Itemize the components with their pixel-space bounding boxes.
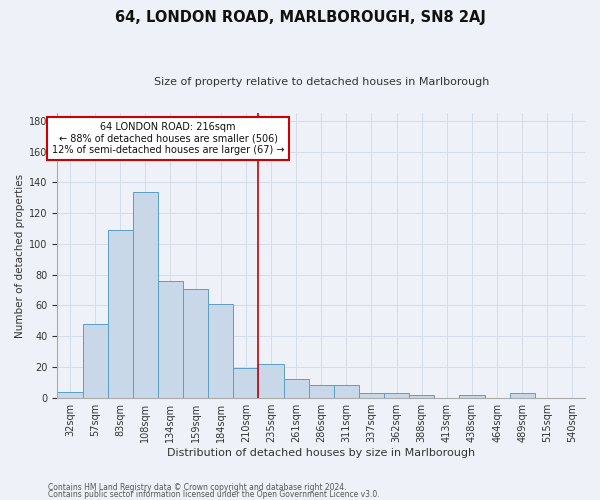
X-axis label: Distribution of detached houses by size in Marlborough: Distribution of detached houses by size … <box>167 448 475 458</box>
Text: 64 LONDON ROAD: 216sqm
← 88% of detached houses are smaller (506)
12% of semi-de: 64 LONDON ROAD: 216sqm ← 88% of detached… <box>52 122 284 155</box>
Bar <box>107 230 133 398</box>
Y-axis label: Number of detached properties: Number of detached properties <box>15 174 25 338</box>
Bar <box>259 364 284 398</box>
Bar <box>308 386 334 398</box>
Bar <box>133 192 158 398</box>
Bar <box>183 288 208 398</box>
Bar <box>359 393 384 398</box>
Bar <box>83 324 107 398</box>
Text: Contains HM Land Registry data © Crown copyright and database right 2024.: Contains HM Land Registry data © Crown c… <box>48 484 347 492</box>
Bar <box>284 380 308 398</box>
Text: 64, LONDON ROAD, MARLBOROUGH, SN8 2AJ: 64, LONDON ROAD, MARLBOROUGH, SN8 2AJ <box>115 10 485 25</box>
Bar <box>334 386 359 398</box>
Text: Contains public sector information licensed under the Open Government Licence v3: Contains public sector information licen… <box>48 490 380 499</box>
Bar <box>58 392 83 398</box>
Bar <box>158 281 183 398</box>
Bar <box>384 393 409 398</box>
Bar <box>509 393 535 398</box>
Bar <box>409 394 434 398</box>
Bar <box>460 394 485 398</box>
Title: Size of property relative to detached houses in Marlborough: Size of property relative to detached ho… <box>154 78 489 88</box>
Bar <box>233 368 259 398</box>
Bar <box>208 304 233 398</box>
